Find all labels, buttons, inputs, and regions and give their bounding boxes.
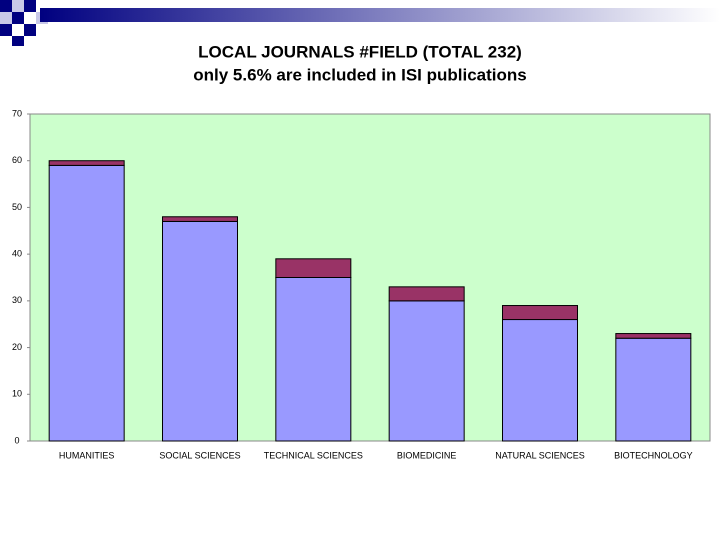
bar-segment	[162, 220, 238, 442]
bar-segment	[502, 319, 578, 442]
y-tick-label: 60	[12, 155, 22, 165]
slide-decoration	[0, 0, 720, 46]
bar-segment	[388, 286, 465, 302]
bar-segment	[275, 277, 352, 442]
x-tick-label: NATURAL SCIENCES	[495, 450, 585, 460]
x-tick-label: HUMANITIES	[59, 450, 115, 460]
y-tick-label: 0	[14, 435, 19, 445]
y-tick-label: 40	[12, 249, 22, 259]
bar-segment	[502, 305, 578, 321]
bar-segment	[275, 258, 352, 279]
bar-segment	[615, 333, 692, 339]
x-tick-label: TECHNICAL SCIENCES	[264, 450, 363, 460]
bar-segment	[388, 300, 465, 442]
plot-area	[29, 113, 711, 442]
chart-title: LOCAL JOURNALS #FIELD (TOTAL 232)	[198, 42, 522, 61]
x-tick-label: BIOTECHNOLOGY	[614, 450, 693, 460]
x-tick-label: SOCIAL SCIENCES	[159, 450, 240, 460]
bar-segment	[162, 216, 238, 222]
chart-subtitle: only 5.6% are included in ISI publicatio…	[193, 65, 526, 84]
y-tick-label: 10	[12, 389, 22, 399]
y-tick-label: 70	[12, 108, 22, 118]
y-tick-label: 20	[12, 342, 22, 352]
bar-segment	[48, 160, 125, 166]
y-tick-label: 50	[12, 202, 22, 212]
bar-segment	[615, 337, 692, 442]
x-tick-label: BIOMEDICINE	[397, 450, 457, 460]
y-tick-label: 30	[12, 295, 22, 305]
bar-segment	[48, 164, 125, 442]
